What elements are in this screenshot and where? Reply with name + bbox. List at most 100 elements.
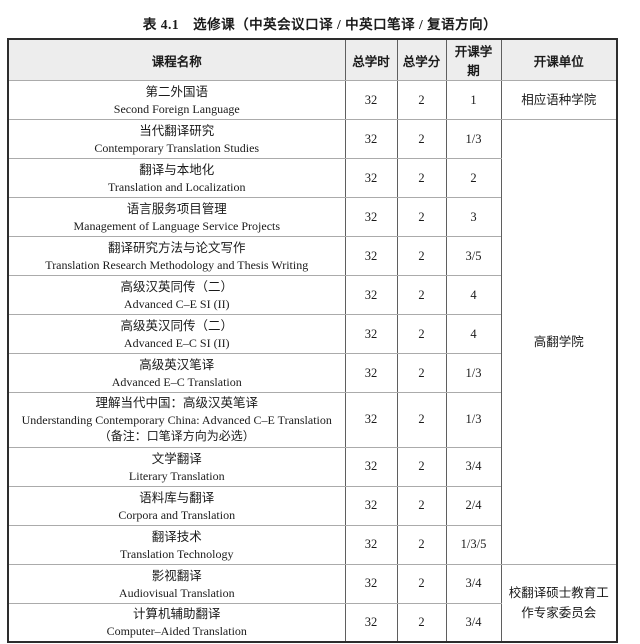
total-hours-cell: 32 bbox=[344, 275, 398, 315]
total-credits-cell: 2 bbox=[396, 314, 447, 354]
table-row: 第二外国语 Second Foreign Language 32 2 1 相应语种学院 bbox=[7, 80, 618, 120]
total-hours-cell: 32 bbox=[344, 353, 398, 393]
course-name-en: Second Foreign Language bbox=[113, 101, 240, 116]
course-name-en: Contemporary Translation Studies bbox=[94, 140, 260, 155]
total-credits-cell: 2 bbox=[396, 524, 447, 565]
total-hours-cell: 32 bbox=[344, 119, 398, 159]
course-name-en: Translation Research Methodology and The… bbox=[45, 257, 309, 272]
course-name-cell: 高级汉英同传（二） Advanced C–E SI (II) bbox=[7, 275, 346, 315]
course-name-en: Corpora and Translation bbox=[118, 507, 236, 522]
course-name-en: Advanced E–C SI (II) bbox=[123, 335, 230, 350]
course-name-zh: 翻译研究方法与论文写作 bbox=[107, 240, 246, 255]
total-hours-cell: 32 bbox=[344, 80, 398, 120]
course-name-cell: 高级英汉同传（二） Advanced E–C SI (II) bbox=[7, 314, 346, 354]
total-credits-cell: 2 bbox=[396, 197, 447, 237]
table-caption: 表 4.1 选修课（中英会议口译 / 中英口笔译 / 复语方向） bbox=[142, 17, 498, 32]
total-hours-cell: 32 bbox=[344, 563, 398, 604]
table-row: 高级英汉同传（二） Advanced E–C SI (II) 32 2 4 bbox=[7, 314, 617, 354]
course-name-zh: 高级汉英同传（二） bbox=[120, 279, 233, 294]
course-name-cell: 翻译技术 Translation Technology bbox=[7, 524, 346, 565]
course-name-zh: 第二外国语 bbox=[145, 84, 208, 99]
total-credits-cell: 2 bbox=[396, 392, 447, 448]
offering-unit-cell: 校翻译硕士教育工作专家委员会 bbox=[500, 563, 618, 643]
semester-cell: 3/4 bbox=[445, 602, 502, 643]
table-row: 高级英汉笔译 Advanced E–C Translation 32 2 1/3 bbox=[7, 353, 617, 393]
semester-cell: 1/3 bbox=[445, 119, 502, 159]
course-name-zh: 计算机辅助翻译 bbox=[132, 607, 221, 622]
table-row: 当代翻译研究 Contemporary Translation Studies 32… bbox=[7, 119, 618, 565]
table-row: 语料库与翻译 Corpora and Translation 32 2 2/4 bbox=[7, 485, 617, 526]
course-name-en: Audiovisual Translation bbox=[118, 585, 235, 600]
course-name-cell: 文学翻译 Literary Translation bbox=[7, 446, 346, 487]
offering-unit-cell: 相应语种学院 bbox=[500, 80, 618, 120]
course-name-en: Understanding Contemporary China: Advanc… bbox=[21, 413, 332, 428]
semester-cell: 3/4 bbox=[445, 446, 502, 487]
course-table: 课程名称 总学时 总学分 开课学期 开课单位 第二外国语 Second Forei… bbox=[7, 38, 618, 644]
course-name-en: Translation Technology bbox=[120, 546, 234, 561]
semester-cell: 3 bbox=[445, 197, 502, 237]
course-name-zh: 高级英汉笔译 bbox=[139, 357, 215, 372]
course-name-cell: 当代翻译研究 Contemporary Translation Studies bbox=[7, 119, 346, 159]
course-name-zh: 当代翻译研究 bbox=[139, 123, 215, 138]
total-hours-cell: 32 bbox=[344, 485, 398, 526]
header-row: 课程名称 总学时 总学分 开课学期 开课单位 bbox=[7, 38, 618, 81]
total-hours-cell: 32 bbox=[344, 236, 398, 276]
semester-cell: 3/4 bbox=[445, 563, 502, 604]
total-hours-cell: 32 bbox=[344, 158, 398, 198]
total-credits-cell: 2 bbox=[396, 80, 447, 120]
course-name-cell: 语言服务项目管理 Management of Language Service P… bbox=[7, 197, 346, 237]
course-name-en: Management of Language Service Projects bbox=[73, 218, 281, 233]
table-row: 计算机辅助翻译 Computer–Aided Translation 32 2 3/4 bbox=[7, 602, 617, 643]
course-name-cell: 翻译研究方法与论文写作 Translation Research Methodol… bbox=[7, 236, 346, 276]
column-header-offering-unit: 开课单位 bbox=[500, 38, 618, 81]
table-row: 文学翻译 Literary Translation 32 2 3/4 bbox=[7, 446, 617, 487]
course-name-zh: 语言服务项目管理 bbox=[126, 201, 227, 216]
column-header-semester: 开课学期 bbox=[445, 38, 502, 81]
course-name-cell: 语料库与翻译 Corpora and Translation bbox=[7, 485, 346, 526]
course-name-zh: 语料库与翻译 bbox=[139, 490, 215, 505]
course-name-en: Advanced E–C Translation bbox=[111, 374, 242, 389]
table-row: 语言服务项目管理 Management of Language Service P… bbox=[7, 197, 617, 237]
course-name-cell: 高级英汉笔译 Advanced E–C Translation bbox=[7, 353, 346, 393]
semester-cell: 1/3 bbox=[445, 392, 502, 448]
total-credits-cell: 2 bbox=[396, 602, 447, 643]
course-name-cell: 翻译与本地化 Translation and Localization bbox=[7, 158, 346, 198]
course-name-zh: 理解当代中国：高级汉英笔译 bbox=[95, 396, 258, 410]
total-credits-cell: 2 bbox=[396, 563, 447, 604]
total-hours-cell: 32 bbox=[344, 446, 398, 487]
total-hours-cell: 32 bbox=[344, 524, 398, 565]
table-row: 高级汉英同传（二） Advanced C–E SI (II) 32 2 4 bbox=[7, 275, 617, 315]
column-header-total-hours: 总学时 bbox=[344, 38, 398, 81]
semester-cell: 2/4 bbox=[445, 485, 502, 526]
column-header-total-credits: 总学分 bbox=[396, 38, 447, 81]
total-credits-cell: 2 bbox=[396, 158, 447, 198]
table-row: 翻译技术 Translation Technology 32 2 1/3/5 bbox=[7, 524, 617, 565]
semester-cell: 1 bbox=[445, 80, 502, 120]
total-credits-cell: 2 bbox=[396, 446, 447, 487]
total-credits-cell: 2 bbox=[396, 353, 447, 393]
total-hours-cell: 32 bbox=[344, 197, 398, 237]
course-name-zh: 影视翻译 bbox=[151, 568, 202, 583]
offering-unit-cell: 高翻学院 bbox=[500, 119, 618, 565]
course-name-zh: 文学翻译 bbox=[151, 451, 202, 466]
total-credits-cell: 2 bbox=[396, 236, 447, 276]
total-hours-cell: 32 bbox=[344, 602, 398, 643]
column-header-course-name: 课程名称 bbox=[7, 38, 346, 81]
course-table-body: 第二外国语 Second Foreign Language 32 2 1 相应语种学院 当代… bbox=[7, 80, 618, 643]
course-name-zh: 翻译技术 bbox=[151, 529, 202, 544]
course-name-en: Translation and Localization bbox=[107, 179, 246, 194]
course-name-cell: 影视翻译 Audiovisual Translation bbox=[7, 563, 346, 604]
total-hours-cell: 32 bbox=[344, 314, 398, 354]
total-credits-cell: 2 bbox=[396, 275, 447, 315]
table-row: 理解当代中国：高级汉英笔译 Understanding Contemporary … bbox=[7, 392, 617, 448]
table-row: 翻译与本地化 Translation and Localization 32 2 2 bbox=[7, 158, 617, 198]
semester-cell: 3/5 bbox=[445, 236, 502, 276]
course-name-note: （备注：口笔译方向为必选） bbox=[98, 429, 255, 444]
course-name-cell: 理解当代中国：高级汉英笔译 Understanding Contemporary … bbox=[7, 392, 346, 448]
semester-cell: 4 bbox=[445, 314, 502, 354]
course-name-zh: 翻译与本地化 bbox=[139, 162, 215, 177]
course-name-en: Advanced C–E SI (II) bbox=[123, 296, 230, 311]
course-name-zh: 高级英汉同传（二） bbox=[120, 318, 233, 333]
semester-cell: 2 bbox=[445, 158, 502, 198]
total-hours-cell: 32 bbox=[344, 392, 398, 448]
